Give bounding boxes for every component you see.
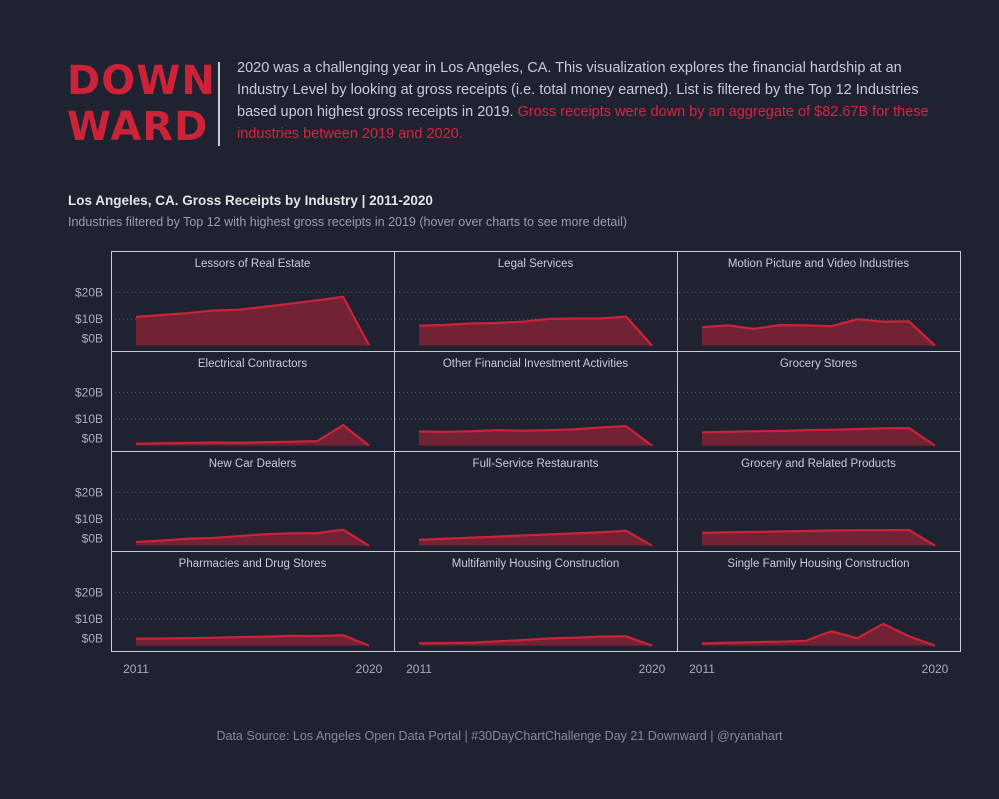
panel-title: Pharmacies and Drug Stores [179,558,327,570]
chart-subtitle: Industries filtered by Top 12 with highe… [68,215,628,229]
y-tick-label: $0B [82,332,103,346]
panel-title: Lessors of Real Estate [195,258,311,270]
title-line-2: WARD [67,104,209,150]
page-title: DOWN WARD [67,58,216,150]
y-tick-label: $0B [82,432,103,446]
intro-paragraph: 2020 was a challenging year in Los Angel… [237,57,947,145]
series-line-1 [418,315,653,347]
y-tick-label: $10B [75,312,103,326]
area-4[interactable] [419,426,652,446]
y-tick-label: $20B [75,485,103,499]
panel-title: Grocery Stores [780,358,858,370]
y-tick-label: $10B [75,412,103,426]
title-divider [218,62,220,146]
series-line-10 [418,635,653,647]
panel-title: New Car Dealers [209,458,297,470]
y-tick-label: $20B [75,385,103,399]
panel-title: Other Financial Investment Activities [443,358,629,370]
area-10[interactable] [419,636,652,646]
y-tick-label: $20B [75,285,103,299]
area-11[interactable] [702,623,935,646]
series-line-9 [135,634,370,647]
footer-source: Data Source: Los Angeles Open Data Porta… [216,729,783,743]
x-tick-label: 2011 [406,662,432,676]
panel-title: Single Family Housing Construction [727,558,909,570]
series-line-3 [135,424,370,447]
y-tick-label: $0B [82,532,103,546]
series-line-5 [701,426,936,447]
series-line-6 [135,528,370,547]
panel-title: Legal Services [498,258,574,270]
panel-border [677,551,961,652]
area-2[interactable] [702,319,935,346]
series-line-0 [135,295,370,346]
y-tick-label: $0B [82,632,103,646]
panel-title: Grocery and Related Products [741,458,896,470]
x-tick-label: 2020 [639,662,666,676]
x-tick-label: 2011 [123,662,149,676]
area-8[interactable] [702,529,935,546]
area-0[interactable] [136,296,369,346]
intro-text: 2020 was a challenging year in Los Angel… [237,60,919,120]
x-tick-label: 2020 [922,662,949,676]
panel-title: Multifamily Housing Construction [452,558,619,570]
area-5[interactable] [702,428,935,446]
title-line-1: DOWN [67,58,216,104]
x-tick-label: 2020 [356,662,383,676]
y-tick-label: $10B [75,612,103,626]
panel-title: Electrical Contractors [198,358,308,370]
series-line-4 [418,425,653,447]
series-line-8 [701,528,936,547]
chart-title: Los Angeles, CA. Gross Receipts by Indus… [68,193,433,208]
series-line-2 [701,318,936,347]
area-7[interactable] [419,530,652,546]
x-tick-label: 2011 [689,662,715,676]
y-tick-label: $10B [75,512,103,526]
panel-title: Full-Service Restaurants [473,458,599,470]
y-tick-label: $20B [75,585,103,599]
area-6[interactable] [136,529,369,546]
series-line-11 [701,622,936,647]
intro-highlight: Gross receipts were down by an aggregate… [237,104,929,142]
area-9[interactable] [136,635,369,646]
series-line-7 [418,529,653,547]
panel-title: Motion Picture and Video Industries [728,258,910,270]
